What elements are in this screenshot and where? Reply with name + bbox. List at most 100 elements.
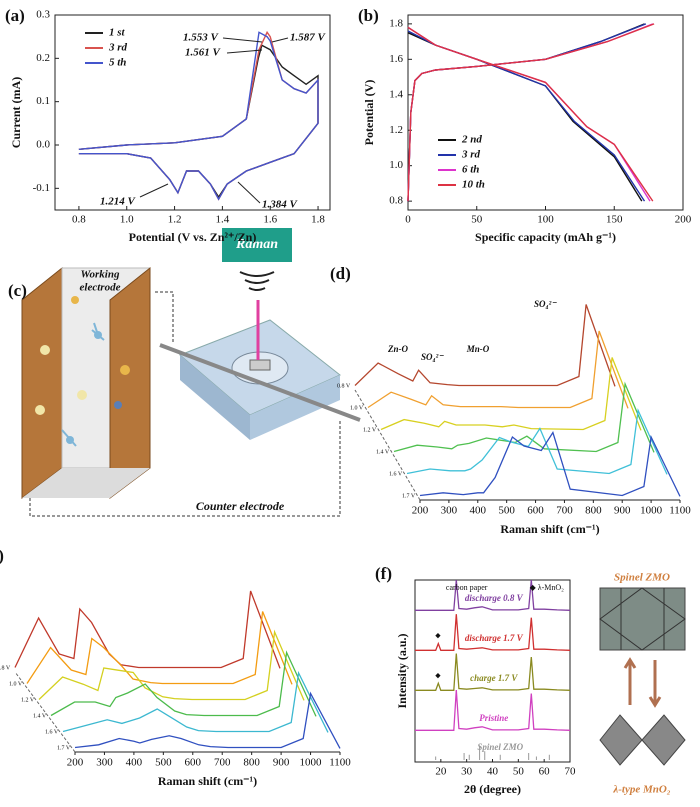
panel-label: (e) [0, 546, 4, 565]
series-label: 1.2 V [21, 697, 35, 703]
series-label: 1.0 V [9, 681, 23, 687]
annotation-arrow [237, 181, 261, 204]
series-label: 1.6 V [389, 471, 403, 477]
y-axis-label: Current (mA) [9, 77, 23, 148]
electrode-right [109, 266, 151, 499]
x-tick-label: 1.6 [263, 214, 277, 226]
annotation: ◆ λ-MnO₂ [530, 583, 565, 592]
x-tick-label: 400 [470, 505, 487, 517]
spectrum [26, 611, 293, 685]
structure-label: λ-type MnO₂ [612, 784, 670, 796]
y-tick-label: -0.1 [33, 182, 50, 194]
legend-label: 10 th [462, 179, 485, 191]
series-label: 1.6 V [45, 729, 59, 735]
series-line [407, 23, 647, 202]
spectrum [14, 590, 281, 669]
annotation-arrow [222, 37, 263, 43]
x-tick-label: 1.4 [216, 214, 230, 226]
structure-label: Spinel ZMO [614, 572, 670, 584]
x-tick-label: 1.8 [311, 214, 325, 226]
ion [77, 390, 87, 400]
panel-label: (b) [358, 6, 379, 25]
x-tick-label: 50 [471, 214, 483, 226]
panel-label: (c) [8, 281, 27, 300]
annotation: Mn-O [466, 344, 490, 354]
cell-diagram: (c) Working electrode Raman Counter elec… [8, 228, 361, 517]
legend-label: 1 st [109, 27, 126, 39]
x-tick-label: 1.2 [168, 214, 182, 226]
x-tick-label: 20 [435, 766, 447, 778]
cell-side [180, 355, 250, 440]
x-tick-label: 500 [155, 757, 172, 769]
series-line [407, 23, 654, 202]
depth-axis [354, 389, 421, 501]
x-tick-label: 150 [606, 214, 623, 226]
spectrum [380, 357, 642, 431]
wire [159, 343, 361, 422]
annotation: 1.561 V [185, 47, 222, 59]
y-tick-label: 1.0 [389, 159, 403, 171]
x-tick-label: 200 [67, 757, 84, 769]
pattern [415, 689, 571, 731]
x-tick-label: 1000 [640, 505, 663, 517]
plot-frame [54, 14, 331, 211]
pattern [415, 614, 571, 651]
series-label: 1.0 V [350, 405, 364, 411]
diagram-label: electrode [80, 282, 121, 294]
annotation: SO₄²⁻ [421, 352, 444, 362]
x-tick-label: 600 [527, 505, 544, 517]
y-tick-label: 0.1 [36, 95, 50, 107]
x-tick-label: 1.0 [120, 214, 134, 226]
y-axis-label: Intensity (a.u.) [395, 633, 409, 708]
polyhedra [599, 587, 686, 651]
annotation: 1.214 V [100, 196, 137, 208]
annotation: 1.553 V [183, 32, 220, 44]
x-tick-label: 300 [441, 505, 458, 517]
x-tick-label: 700 [214, 757, 231, 769]
series-label: discharge 0.8 V [465, 593, 524, 603]
annotation: Zn-O [387, 344, 409, 354]
annotation: SO₄²⁻ [534, 299, 557, 309]
series-label: 0.8 V [337, 383, 351, 389]
x-tick-label: 100 [537, 214, 554, 226]
x-tick-label: 200 [675, 214, 692, 226]
marker: ◆ [435, 672, 441, 680]
ion [71, 296, 79, 304]
spectrum [38, 629, 305, 701]
panel-label: (d) [330, 264, 351, 283]
sample [249, 359, 271, 371]
y-tick-label: 0.2 [36, 52, 50, 64]
plot-frame [407, 14, 684, 211]
panel-label: (a) [5, 6, 25, 25]
annotation: carbon paper [446, 583, 488, 592]
series-label: 1.7 V [57, 745, 71, 751]
spectrum [74, 691, 341, 749]
series-label: 1.4 V [376, 449, 390, 455]
y-tick-label: 1.6 [389, 53, 403, 65]
series-label: discharge 1.7 V [465, 633, 524, 643]
annotation-arrow [226, 49, 263, 54]
x-tick-label: 800 [243, 757, 260, 769]
ion [35, 405, 45, 415]
structure-spinel [599, 587, 686, 651]
x-axis-label: Potential (V vs. Zn²⁺/Zn) [129, 230, 257, 244]
x-tick-label: 800 [585, 505, 602, 517]
x-tick-label: 900 [273, 757, 290, 769]
depth-axis [14, 671, 76, 753]
series-label: charge 1.7 V [470, 673, 518, 683]
annotation: 1.384 V [262, 199, 299, 211]
ion [120, 365, 130, 375]
x-tick-label: 700 [556, 505, 573, 517]
y-tick-label: 0.3 [36, 9, 50, 21]
x-tick-label: 200 [412, 505, 429, 517]
spectrum [419, 430, 681, 497]
series-line [407, 23, 655, 202]
x-tick-label: 1000 [300, 757, 323, 769]
spectrum [354, 304, 616, 387]
cell-floor [22, 468, 150, 498]
bond [61, 322, 105, 447]
legend-label: 3 rd [108, 42, 128, 54]
y-tick-label: 1.4 [389, 88, 403, 100]
x-tick-label: 300 [96, 757, 113, 769]
